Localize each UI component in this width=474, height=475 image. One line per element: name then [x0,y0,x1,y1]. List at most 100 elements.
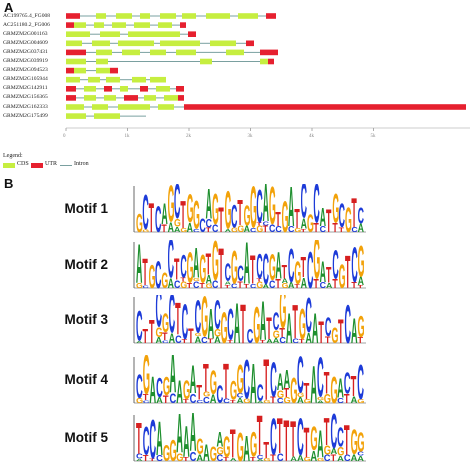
utr-block [110,67,118,74]
logo-letter: C [216,453,223,463]
utr-block [246,40,254,47]
logo-letter: A [161,197,167,231]
logo-letter: G [330,369,337,407]
logo-letter: T [230,422,236,465]
logo-letter: T [183,398,189,404]
logo-letter: C [250,283,257,290]
logo-letter: T [250,248,255,292]
logo-letter: A [243,428,250,465]
logo-letter: A [190,413,197,464]
logo-letter: A [273,337,280,345]
logo-letter: G [195,332,203,338]
cds-block [164,95,178,101]
cds-block [66,76,80,83]
logo-letter: A [203,439,210,465]
logo-letter: C [297,355,304,404]
legend-swatch [31,163,43,168]
logo-letter: T [294,283,300,289]
logo-letter: G [136,209,143,236]
logo-letter: A [301,215,308,232]
logo-letter: T [324,365,330,400]
utr-block [178,95,184,101]
utr-block [266,13,276,19]
motif-label: Motif 3 [64,312,109,327]
cds-block [156,86,170,92]
utr-block [66,22,74,28]
logo-letter: T [143,453,149,463]
logo-letter: C [277,452,284,464]
logo-letter: C [344,295,351,347]
logo-letter: G [156,325,163,340]
logo-letter: T [183,456,189,462]
logo-letter: T [142,251,147,292]
logo-letter: G [162,309,169,338]
utr-block [66,13,80,19]
logo-letter: C [320,224,326,234]
utr-block [66,49,86,56]
logo-letter: A [317,400,324,404]
logo-letter: A [297,396,305,405]
logo-letter: G [273,329,280,341]
logo-letter: T [330,453,336,463]
logo-letter: A [190,359,197,403]
logo-letter: T [299,338,305,344]
cds-block [74,22,86,28]
logo-letter: T [332,277,338,291]
logo-letter: G [183,376,190,405]
logo-letter: C [269,279,275,291]
gene-label: GRMZM2G001163 [3,30,48,37]
logo-letter: C [231,199,237,236]
logo-letter: A [244,240,250,292]
cds-block [132,76,146,83]
logo-letter: A [301,275,308,292]
logo-letter: A [206,184,212,228]
cds-block [182,13,196,19]
logo-letter: T [294,204,299,235]
cds-block [150,76,166,83]
logo-letter: C [257,378,264,406]
logo-letter: G [250,424,257,465]
logo-letter: T [250,456,256,463]
logo-letter: G [332,186,339,232]
logo-letter: G [294,256,301,292]
utr-block [66,95,76,101]
gene-label: GRMZM2G105944 [3,76,48,83]
cds-block [84,95,96,101]
logo-letter: T [180,276,186,283]
axis-tick-label: 3k [247,134,253,139]
logo-letter: G [358,240,365,286]
logo-letter: G [357,398,364,405]
logo-letter: G [317,396,325,402]
logo-letter: T [208,337,214,344]
logo-letter: A [263,283,270,290]
logo-letter: T [230,398,236,404]
utr-block [66,86,76,92]
legend-swatch [60,165,72,166]
logo-letter: A [305,330,312,347]
cds-block [144,95,156,101]
logo-letter: T [174,251,179,286]
logo-letter: C [269,223,275,235]
logo-letter: T [338,313,344,347]
cds-block [206,13,230,19]
logo-letter: A [174,226,181,234]
logo-letter: G [149,259,156,292]
utr-block [184,104,466,110]
logo-letter: G [279,295,286,340]
logo-letter: T [149,314,155,347]
gene-structure-diagram [65,13,470,131]
logo-letter: T [149,196,155,236]
logo-letter: G [269,184,276,236]
logo-letter: T [284,413,290,465]
logo-letter: A [225,281,231,286]
logo-letter: A [312,304,319,347]
logo-letter: T [301,228,307,233]
logo-letter: G [304,456,311,462]
logo-letter: T [270,453,276,463]
logo-letter: G [168,184,175,233]
logo-letter: A [156,335,163,344]
logo-letter: C [324,453,331,463]
gene-label: GRMZM2G175499 [3,112,48,119]
logo-letter: G [199,248,206,292]
